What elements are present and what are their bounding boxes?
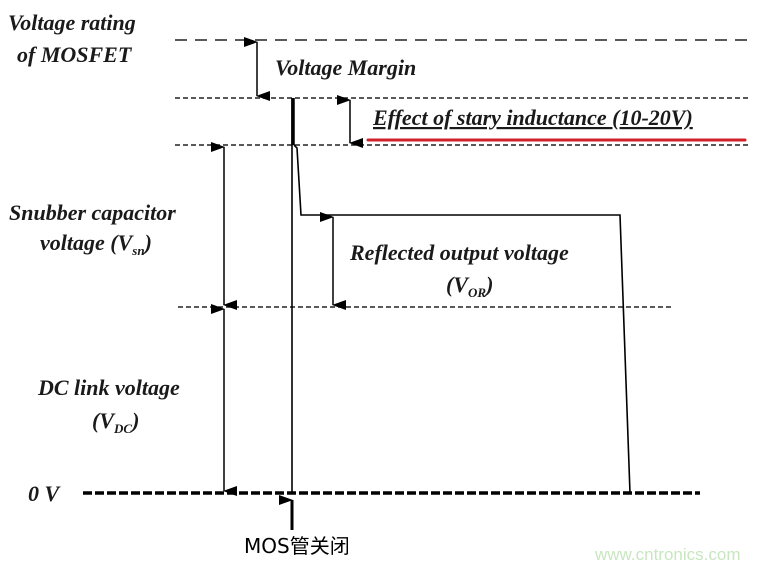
rating-label-1: Voltage rating — [8, 10, 136, 35]
waveform — [293, 144, 631, 494]
stray-label: Effect of stary inductance (10-20V) — [372, 105, 693, 130]
dc-label-1: DC link voltage — [37, 375, 180, 400]
reflected-label-1: Reflected output voltage — [349, 240, 569, 265]
mos-off-label: MOS管关闭 — [244, 534, 350, 558]
margin-label: Voltage Margin — [275, 55, 416, 80]
rating-label-2: of MOSFET — [17, 42, 133, 67]
snubber-label-1: Snubber capacitor — [9, 200, 176, 225]
zero-label: 0 V — [28, 481, 62, 506]
snubber-label-2: voltage (Vsn) — [40, 230, 152, 258]
reflected-label-2: (VOR) — [446, 272, 493, 300]
dc-label-2: (VDC) — [92, 408, 139, 436]
watermark: www.cntronics.com — [594, 545, 740, 564]
